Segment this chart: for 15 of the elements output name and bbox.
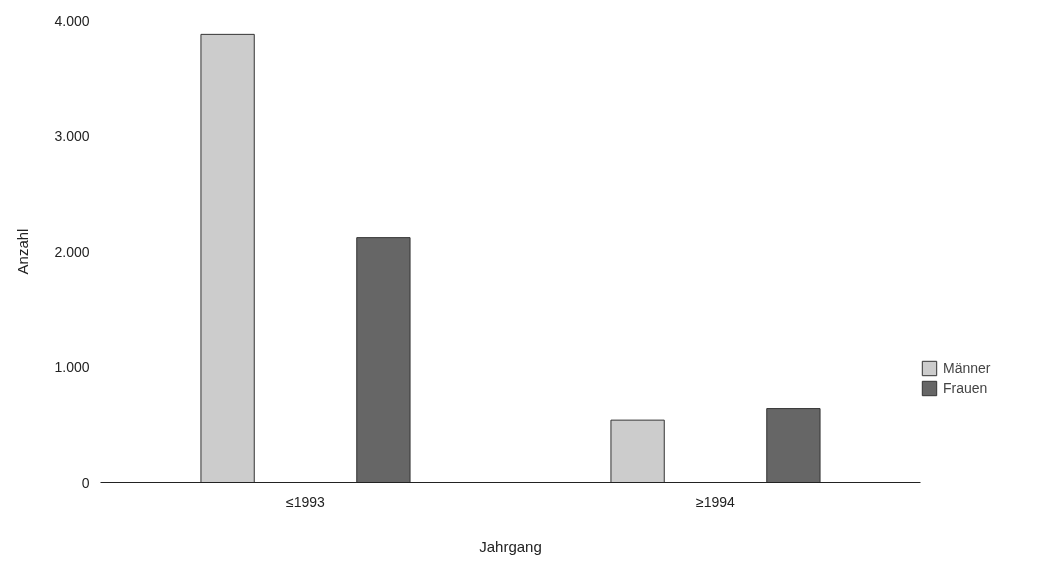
y-tick-label: 2.000 xyxy=(54,243,90,260)
x-axis-title: Jahrgang xyxy=(479,537,542,555)
y-tick-label: 3.000 xyxy=(54,128,90,144)
x-tick-label: ≥1994 xyxy=(696,493,736,510)
bar xyxy=(356,237,411,483)
bar xyxy=(766,408,821,483)
y-axis-title: Anzahl xyxy=(14,228,32,275)
bar xyxy=(610,419,665,483)
x-tick-label: ≤1993 xyxy=(286,493,326,510)
y-tick-label: 0 xyxy=(81,474,90,491)
legend-label: Frauen xyxy=(943,380,988,396)
bar xyxy=(200,33,255,483)
y-tick-label: 4.000 xyxy=(54,12,90,29)
legend-label: Männer xyxy=(943,360,991,376)
y-tick-label: 1.000 xyxy=(54,359,90,375)
